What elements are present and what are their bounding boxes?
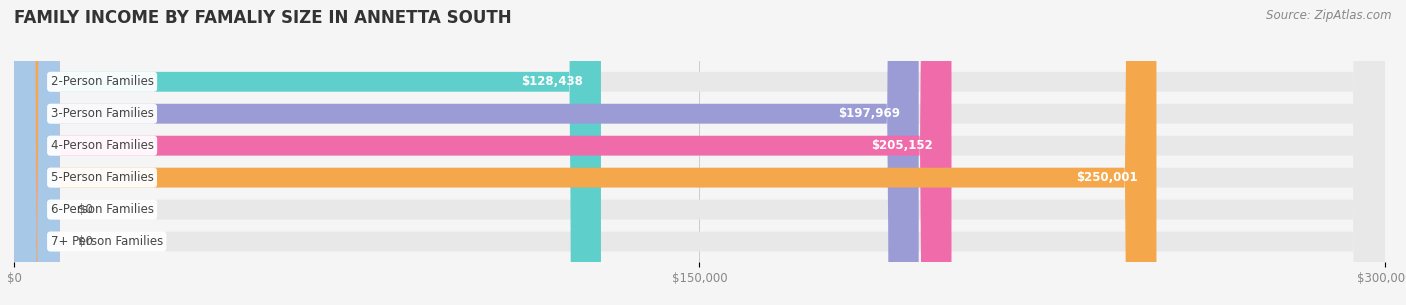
FancyBboxPatch shape — [14, 0, 1385, 305]
FancyBboxPatch shape — [14, 0, 1385, 305]
FancyBboxPatch shape — [14, 0, 60, 305]
FancyBboxPatch shape — [14, 0, 1157, 305]
Text: $205,152: $205,152 — [872, 139, 934, 152]
Text: 4-Person Families: 4-Person Families — [51, 139, 153, 152]
FancyBboxPatch shape — [14, 0, 600, 305]
FancyBboxPatch shape — [14, 0, 1385, 305]
FancyBboxPatch shape — [14, 0, 1385, 305]
FancyBboxPatch shape — [14, 0, 918, 305]
Text: FAMILY INCOME BY FAMALIY SIZE IN ANNETTA SOUTH: FAMILY INCOME BY FAMALIY SIZE IN ANNETTA… — [14, 9, 512, 27]
Text: 2-Person Families: 2-Person Families — [51, 75, 153, 88]
FancyBboxPatch shape — [14, 0, 952, 305]
FancyBboxPatch shape — [14, 0, 60, 305]
Text: 7+ Person Families: 7+ Person Families — [51, 235, 163, 248]
FancyBboxPatch shape — [14, 0, 1385, 305]
Text: $128,438: $128,438 — [520, 75, 582, 88]
Text: $0: $0 — [79, 203, 93, 216]
Text: Source: ZipAtlas.com: Source: ZipAtlas.com — [1267, 9, 1392, 22]
Text: $250,001: $250,001 — [1077, 171, 1139, 184]
Text: 6-Person Families: 6-Person Families — [51, 203, 153, 216]
Text: $0: $0 — [79, 235, 93, 248]
FancyBboxPatch shape — [14, 0, 1385, 305]
Text: 3-Person Families: 3-Person Families — [51, 107, 153, 120]
Text: 5-Person Families: 5-Person Families — [51, 171, 153, 184]
Text: $197,969: $197,969 — [838, 107, 900, 120]
